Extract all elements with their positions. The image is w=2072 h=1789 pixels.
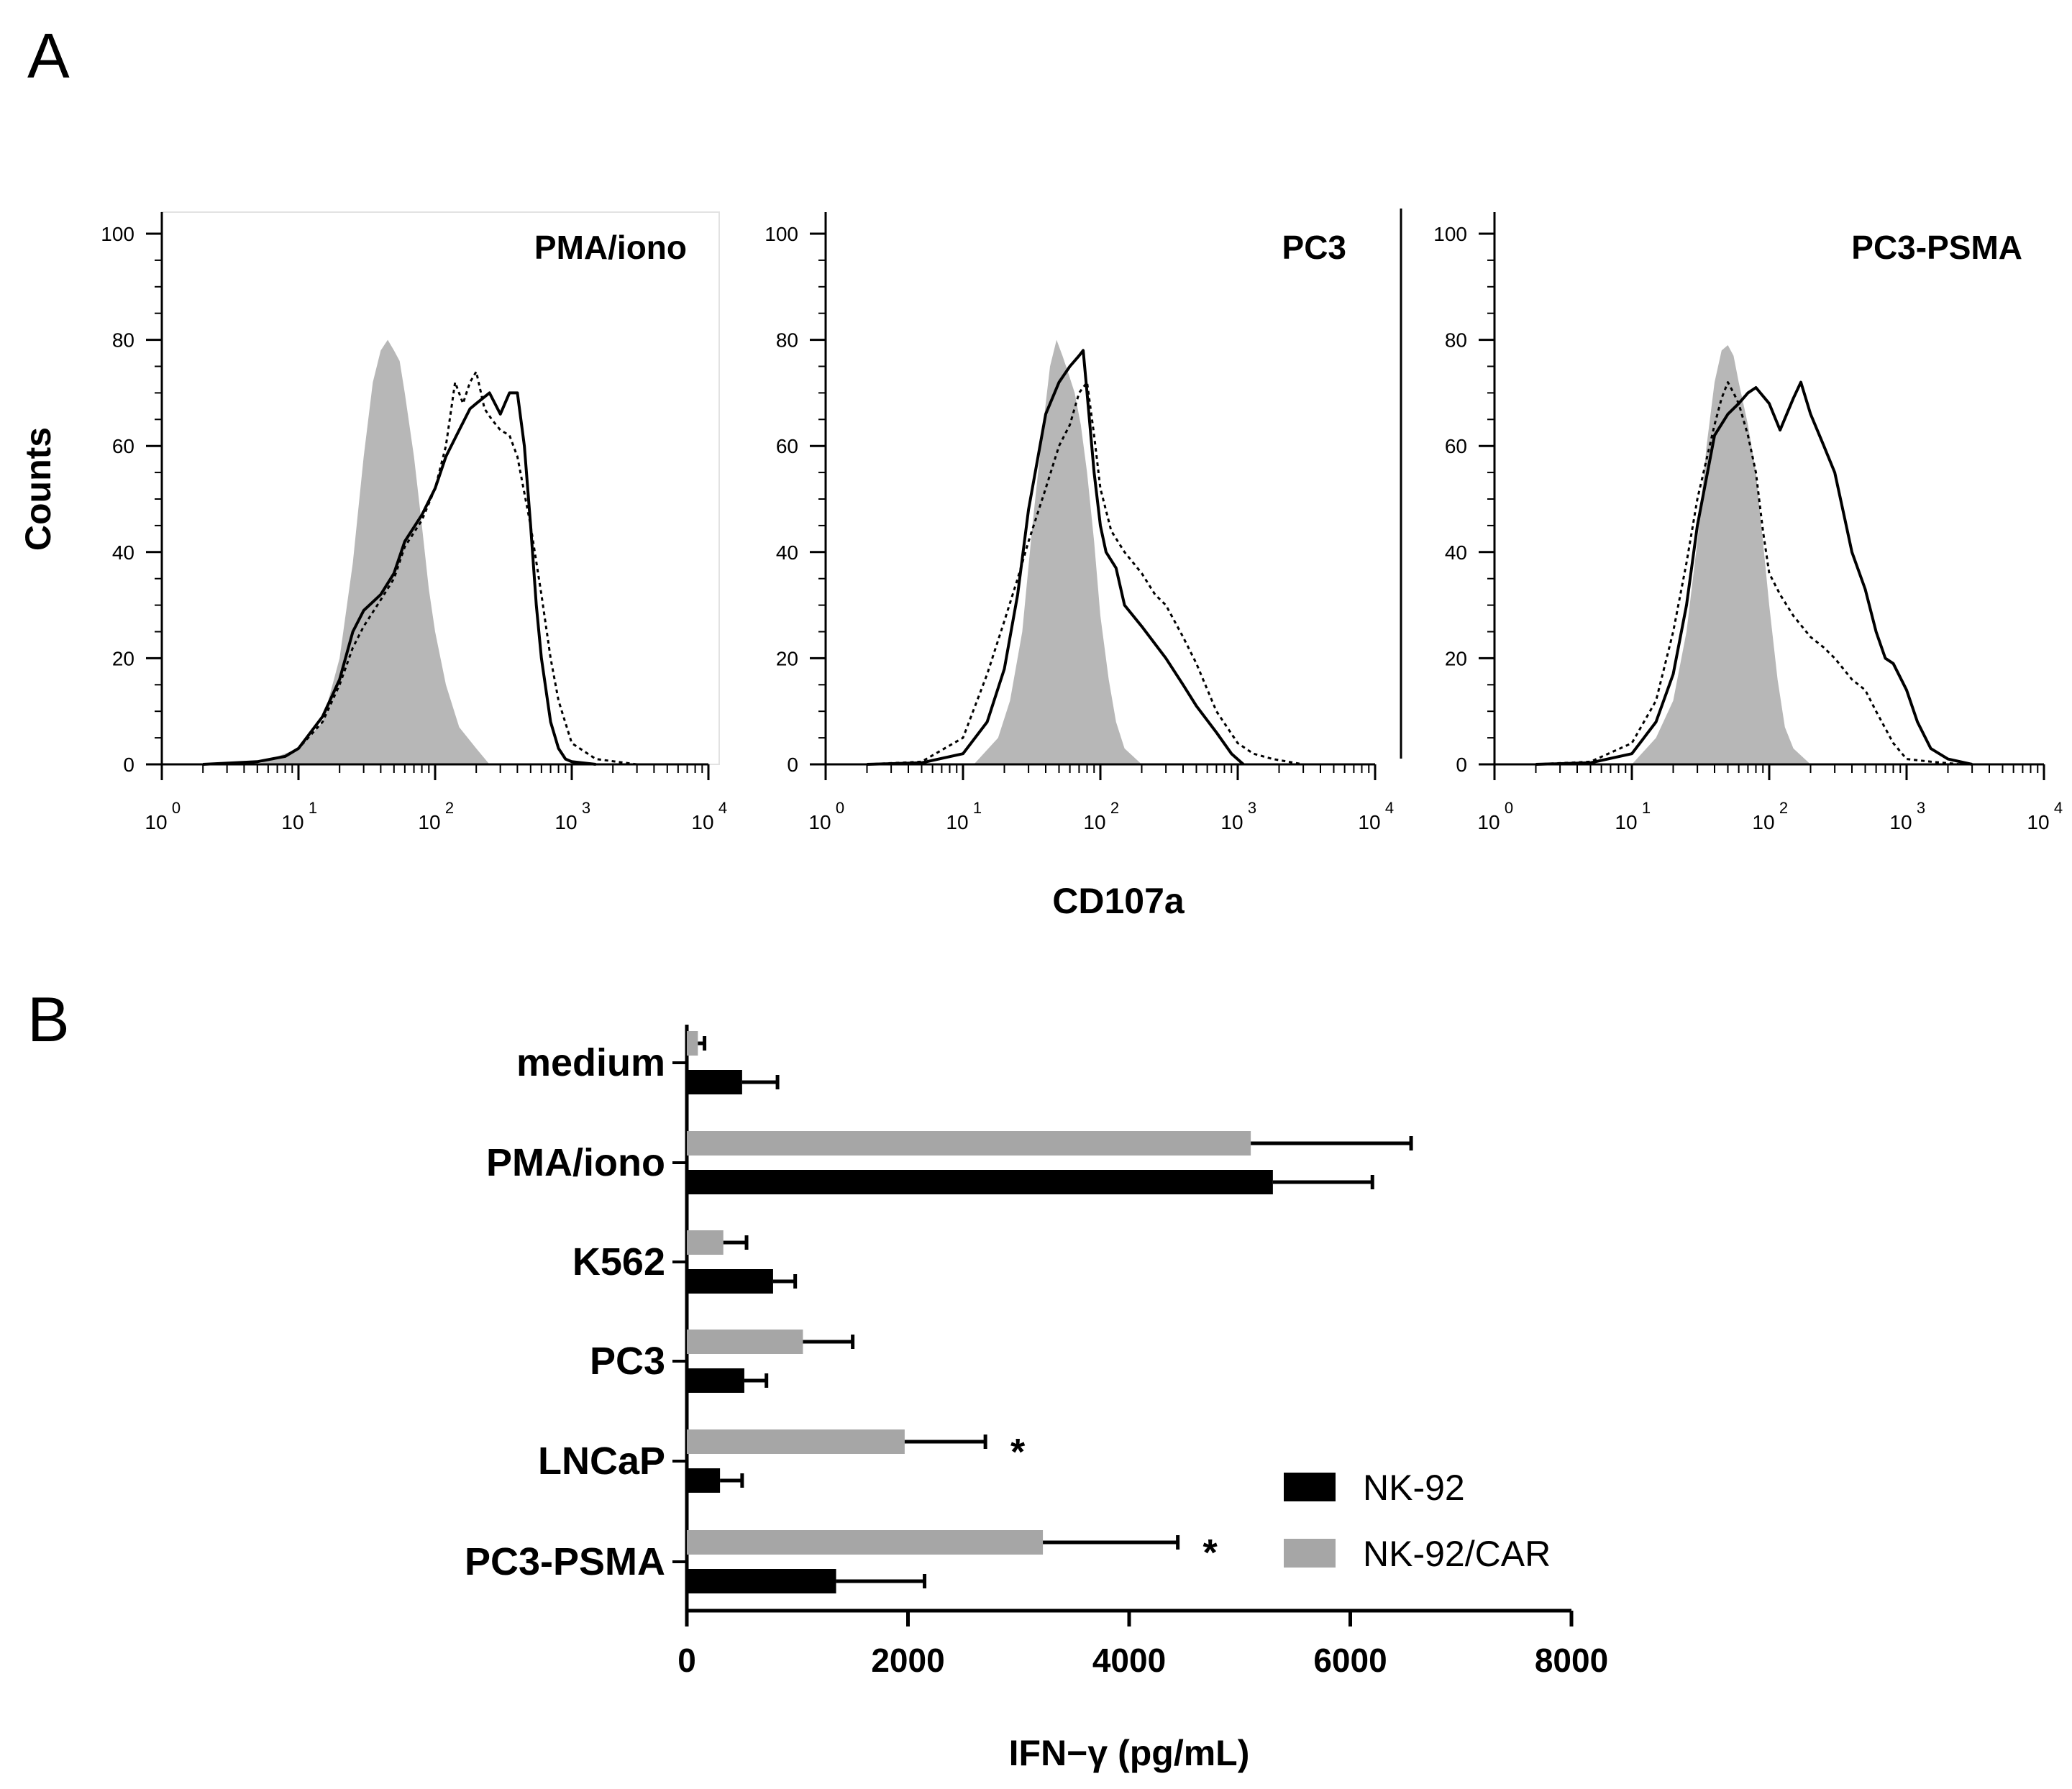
x-tick-label: 0 bbox=[677, 1642, 696, 1679]
x-tick-label-base: 10 bbox=[145, 811, 167, 833]
category-label: PC3-PSMA bbox=[465, 1540, 665, 1583]
significance-marker: * bbox=[1203, 1532, 1218, 1574]
category-label: medium bbox=[516, 1041, 665, 1084]
x-tick-label-base: 10 bbox=[691, 811, 713, 833]
y-tick-label: 60 bbox=[112, 435, 134, 457]
y-tick-label: 40 bbox=[1445, 541, 1467, 564]
y-tick-label: 80 bbox=[112, 329, 134, 352]
bar-nk92-car bbox=[687, 1230, 724, 1255]
x-tick-label-base: 10 bbox=[554, 811, 577, 833]
x-tick-label-base: 10 bbox=[1477, 811, 1500, 833]
x-tick-label-base: 10 bbox=[1889, 811, 1912, 833]
category-label: PMA/iono bbox=[486, 1141, 665, 1184]
x-tick-label-exponent: 2 bbox=[1779, 799, 1788, 817]
bar-nk92 bbox=[687, 1468, 721, 1493]
series-dotted-line bbox=[1535, 381, 1962, 766]
cd107a-axis-title: CD107a bbox=[1052, 881, 1185, 921]
series-solid-line bbox=[203, 391, 596, 766]
x-tick-label: 4000 bbox=[1092, 1642, 1166, 1679]
bar-nk92-car bbox=[687, 1530, 1044, 1555]
x-tick-label-exponent: 1 bbox=[973, 799, 982, 817]
y-tick-label: 20 bbox=[1445, 647, 1467, 669]
bar-nk92 bbox=[687, 1269, 773, 1294]
legend-label-nk92: NK-92 bbox=[1363, 1468, 1465, 1508]
x-tick-label-base: 10 bbox=[1752, 811, 1774, 833]
x-axis-title: IFN−γ (pg/mL) bbox=[1009, 1733, 1250, 1773]
x-tick-label-exponent: 4 bbox=[2054, 799, 2063, 817]
legend-swatch-nk92-car bbox=[1284, 1539, 1336, 1568]
y-tick-label: 100 bbox=[765, 223, 798, 245]
x-tick-label: 2000 bbox=[871, 1642, 944, 1679]
x-tick-label-exponent: 3 bbox=[1917, 799, 1925, 817]
x-tick-label-exponent: 0 bbox=[1505, 799, 1513, 817]
x-tick-label-base: 10 bbox=[808, 811, 831, 833]
significance-marker: * bbox=[1010, 1432, 1026, 1473]
series-isotype-fill bbox=[257, 339, 490, 765]
histogram-title: PMA/iono bbox=[534, 229, 687, 266]
x-tick-label-exponent: 3 bbox=[1248, 799, 1256, 817]
x-tick-label-exponent: 2 bbox=[445, 799, 454, 817]
y-tick-label: 40 bbox=[776, 541, 798, 564]
y-tick-label: 60 bbox=[1445, 435, 1467, 457]
histogram-title: PC3 bbox=[1282, 229, 1346, 266]
x-tick-label: 8000 bbox=[1535, 1642, 1608, 1679]
y-tick-label: 20 bbox=[776, 647, 798, 669]
panel-a-letter: A bbox=[27, 20, 70, 91]
legend-label-nk92-car: NK-92/CAR bbox=[1363, 1534, 1551, 1574]
series-isotype-fill bbox=[974, 339, 1142, 765]
y-tick-label: 100 bbox=[101, 223, 134, 245]
x-tick-label-exponent: 4 bbox=[1385, 799, 1394, 817]
y-tick-label: 0 bbox=[787, 754, 798, 776]
bar-nk92 bbox=[687, 1569, 836, 1593]
bar-nk92 bbox=[687, 1170, 1273, 1194]
bar-nk92-car bbox=[687, 1429, 905, 1454]
category-label: K562 bbox=[572, 1240, 665, 1284]
y-tick-label: 60 bbox=[776, 435, 798, 457]
histogram-title: PC3-PSMA bbox=[1851, 229, 2022, 266]
x-tick-label-base: 10 bbox=[1358, 811, 1380, 833]
x-tick-label-exponent: 1 bbox=[1642, 799, 1651, 817]
y-tick-label: 20 bbox=[112, 647, 134, 669]
x-tick-label-base: 10 bbox=[418, 811, 440, 833]
x-tick-label-base: 10 bbox=[2027, 811, 2049, 833]
counts-axis-title: Counts bbox=[18, 427, 58, 551]
y-tick-label: 40 bbox=[112, 541, 134, 564]
y-tick-label: 80 bbox=[1445, 329, 1467, 352]
series-isotype-fill bbox=[1632, 345, 1811, 764]
bar-nk92 bbox=[687, 1368, 744, 1393]
x-tick-label-exponent: 4 bbox=[718, 799, 727, 817]
bar-nk92-car bbox=[687, 1131, 1251, 1156]
x-tick-label-exponent: 1 bbox=[309, 799, 317, 817]
x-tick-label-exponent: 3 bbox=[582, 799, 590, 817]
series-dotted-line bbox=[227, 370, 637, 766]
category-label: LNCaP bbox=[538, 1440, 665, 1483]
y-tick-label: 100 bbox=[1433, 223, 1467, 245]
x-tick-label-base: 10 bbox=[946, 811, 968, 833]
series-solid-line bbox=[1535, 380, 1973, 766]
panel-b-letter: B bbox=[27, 984, 70, 1055]
category-label: PC3 bbox=[590, 1340, 665, 1383]
x-tick-label-exponent: 2 bbox=[1110, 799, 1119, 817]
x-tick-label-base: 10 bbox=[281, 811, 304, 833]
bar-nk92-car bbox=[687, 1031, 698, 1056]
y-tick-label: 0 bbox=[123, 754, 134, 776]
x-tick-label-exponent: 0 bbox=[836, 799, 844, 817]
series-solid-line bbox=[867, 349, 1245, 766]
bar-nk92-car bbox=[687, 1330, 803, 1354]
y-tick-label: 80 bbox=[776, 329, 798, 352]
legend-swatch-nk92 bbox=[1284, 1473, 1336, 1501]
x-tick-label-base: 10 bbox=[1083, 811, 1105, 833]
x-tick-label-base: 10 bbox=[1615, 811, 1637, 833]
ifn-gamma-bar-chart: medium PMA/iono K562 PC3 LNCaP PC3-PSMA * * 0 200… bbox=[465, 1025, 1608, 1773]
x-tick-label-base: 10 bbox=[1220, 811, 1243, 833]
bar-nk92 bbox=[687, 1070, 742, 1094]
x-tick-label: 6000 bbox=[1313, 1642, 1387, 1679]
x-tick-label-exponent: 0 bbox=[172, 799, 181, 817]
y-tick-label: 0 bbox=[1456, 754, 1467, 776]
